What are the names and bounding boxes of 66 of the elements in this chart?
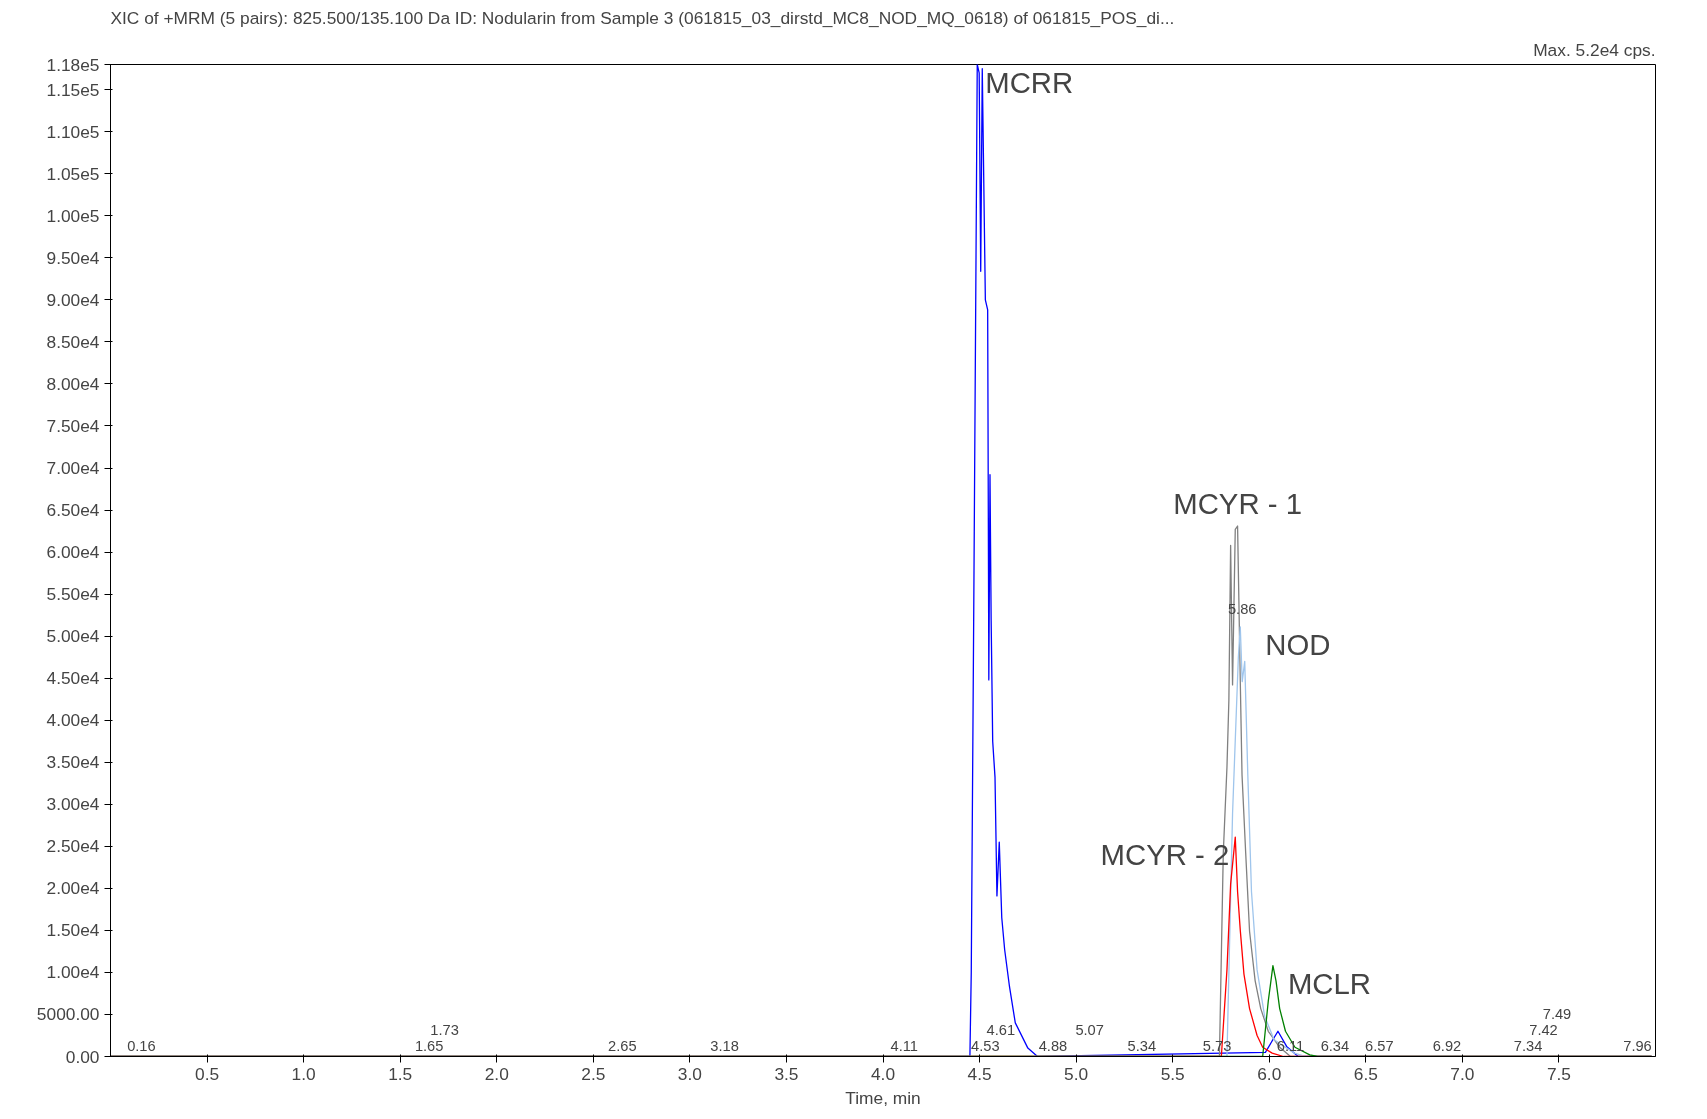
x-tick-label: 4.5 [967, 1063, 992, 1084]
annotation: 1.73 [430, 1021, 459, 1038]
x-tick-label: 4.0 [870, 1063, 896, 1084]
y-tick-label: 6.50e4 [46, 500, 100, 521]
series-label: MCYR - 2 [1100, 838, 1230, 872]
annotation: 2.65 [608, 1037, 637, 1054]
text: Max. 5.2e4 cps. [1533, 39, 1656, 60]
series-label: MCLR [1287, 966, 1372, 1000]
y-tick-label: 8.00e4 [46, 373, 100, 394]
y-tick-label: 8.50e4 [46, 331, 100, 352]
annotation: 6.57 [1365, 1037, 1394, 1054]
annotation: 6.92 [1432, 1037, 1462, 1054]
x-tick-label: 3.0 [677, 1063, 702, 1084]
x-tick-label: 6.5 [1353, 1063, 1378, 1084]
x-tick-label: 2.5 [581, 1063, 606, 1084]
x-tick-label: 7.5 [1546, 1063, 1571, 1084]
y-tick-label: 1.05e5 [46, 163, 100, 184]
annotation: 7.49 [1542, 1005, 1572, 1022]
x-tick-label: 1.5 [388, 1063, 413, 1084]
y-tick-label: 5000.00 [36, 1004, 100, 1025]
annotation: 5.07 [1075, 1021, 1104, 1038]
x-tick-label: 6.0 [1257, 1063, 1282, 1084]
annotation: 3.18 [710, 1037, 739, 1054]
annotation: 6.34 [1320, 1037, 1350, 1054]
y-tick-label: 5.50e4 [46, 584, 100, 605]
annotation: 0.16 [127, 1037, 156, 1054]
y-tick-label: 5.00e4 [46, 626, 100, 647]
y-tick-label: 4.50e4 [46, 668, 100, 689]
y-tick-label: 1.50e4 [46, 920, 100, 941]
x-tick-label: 7.0 [1450, 1063, 1475, 1084]
annotation: 7.34 [1513, 1037, 1543, 1054]
y-tick-label: 1.15e5 [46, 79, 100, 100]
series-label: NOD [1265, 627, 1331, 661]
y-tick-label: 3.50e4 [46, 752, 100, 773]
series-label: MCYR - 1 [1173, 487, 1302, 521]
annotation: 5.34 [1127, 1037, 1157, 1054]
y-tick-label: 9.50e4 [46, 247, 100, 268]
x-tick-label: 5.0 [1064, 1063, 1089, 1084]
annotation: 4.53 [971, 1037, 1000, 1054]
y-tick-label: 3.00e4 [46, 794, 100, 815]
y-tick-label: 9.00e4 [46, 289, 100, 310]
x-tick-label: 5.5 [1160, 1063, 1185, 1084]
y-tick-label: 7.00e4 [46, 458, 100, 479]
y-tick-label: 1.00e5 [46, 205, 100, 226]
y-tick-label: 2.00e4 [46, 878, 100, 899]
chart-title: XIC of +MRM (5 pairs): 825.500/135.100 Da ID: Nodularin from Sample 3 (061815_03_dirstd_MC8_NOD_MQ_0618) of 061815_POS_di... [110, 7, 1175, 28]
annotation: 4.88 [1038, 1037, 1068, 1054]
y-tick-label: 7.50e4 [46, 415, 100, 436]
y-tick-label: 4.00e4 [46, 710, 100, 731]
annotation: 7.96 [1623, 1037, 1652, 1054]
x-tick-label: 0.5 [195, 1063, 220, 1084]
y-tick-label: 0.00 [65, 1046, 100, 1067]
x-tick-label: 1.0 [291, 1063, 316, 1084]
annotation: 4.11 [890, 1037, 918, 1054]
y-tick-label: 1.10e5 [46, 121, 100, 142]
x-axis-title: Time, min [845, 1087, 921, 1108]
x-tick-label: 2.0 [484, 1063, 509, 1084]
y-tick-label: 6.00e4 [46, 542, 100, 563]
y-tick-label: 2.50e4 [46, 836, 100, 857]
x-tick-label: 3.5 [774, 1063, 799, 1084]
series-label: MCRR [985, 65, 1074, 99]
y-tick-label: 1.18e5 [46, 54, 100, 75]
annotation: 7.42 [1529, 1021, 1558, 1038]
annotation: 1.65 [414, 1037, 444, 1054]
annotation: 4.61 [986, 1021, 1016, 1038]
y-tick-label: 1.00e4 [46, 962, 100, 983]
